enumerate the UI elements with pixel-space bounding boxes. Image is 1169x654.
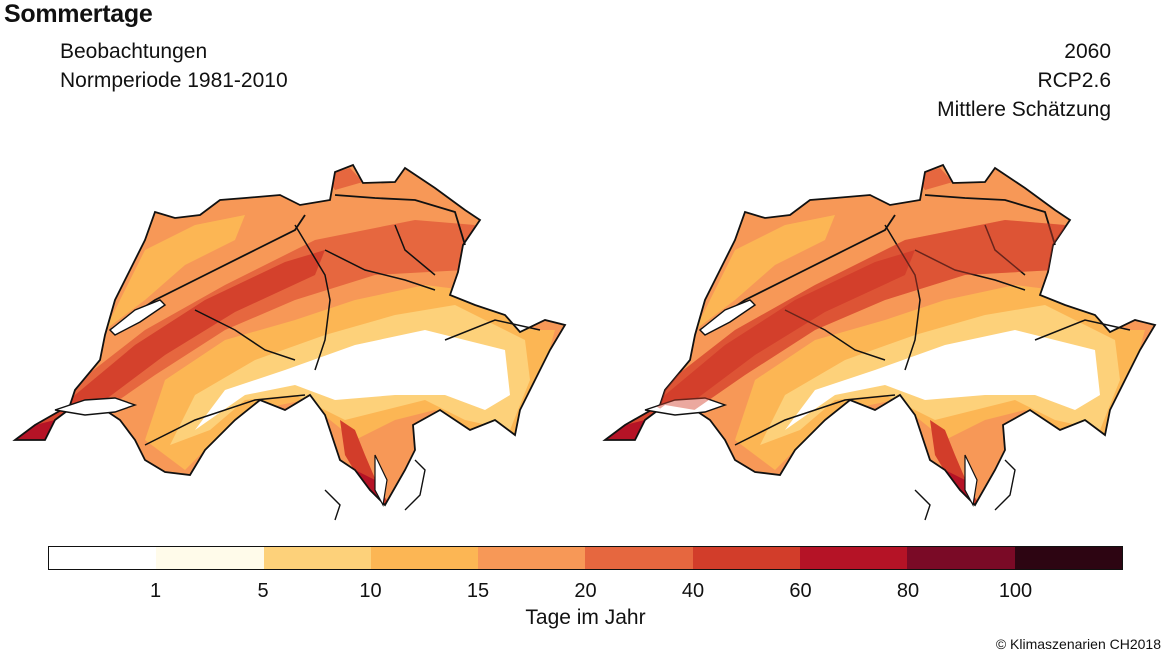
legend-tick-label: 60 — [789, 580, 812, 602]
legend-tick-label: 15 — [466, 580, 490, 602]
left-panel-line2: Normperiode 1981-2010 — [60, 69, 288, 92]
legend-segment — [478, 547, 586, 569]
map-panel-scenario-2060 — [585, 150, 1169, 530]
legend-segment — [585, 547, 693, 569]
legend-segment — [156, 547, 264, 569]
right-panel-line3: Mittlere Schätzung — [937, 98, 1111, 121]
legend-tick-label: 10 — [359, 580, 382, 602]
legend-tick-label: 20 — [574, 580, 597, 602]
legend-segment — [800, 547, 908, 569]
legend-segment — [1014, 547, 1122, 569]
legend-tick-label: 1 — [149, 580, 162, 602]
left-panel-line1: Beobachtungen — [60, 40, 208, 63]
legend-segment — [692, 547, 801, 569]
copyright-notice: © Klimaszenarien CH2018 — [995, 636, 1161, 652]
legend-tick-label: 80 — [896, 580, 920, 602]
legend-segment — [49, 547, 157, 569]
map-title: Sommertage — [4, 0, 153, 28]
legend-segment — [907, 547, 1015, 569]
legend-segment — [370, 547, 479, 569]
legend-tick-label: 5 — [257, 580, 269, 602]
left-panel-caption: Beobachtungen Normperiode 1981-2010 — [60, 37, 288, 95]
right-panel-line1: 2060 — [1064, 40, 1111, 63]
map-panel-observed — [0, 150, 595, 530]
maps-canvas — [0, 0, 1169, 540]
legend-ticks: 1 5 10 15 20 40 60 80 100 — [48, 580, 1123, 606]
legend-tick-label: 100 — [998, 580, 1033, 602]
right-panel-line2: RCP2.6 — [1037, 69, 1111, 92]
legend-tick-label: 40 — [681, 580, 705, 602]
legend-unit-label: Tage im Jahr — [525, 606, 646, 629]
legend-color-bar — [48, 546, 1123, 570]
right-panel-caption: 2060 RCP2.6 Mittlere Schätzung — [937, 37, 1111, 124]
legend-segment — [263, 547, 371, 569]
